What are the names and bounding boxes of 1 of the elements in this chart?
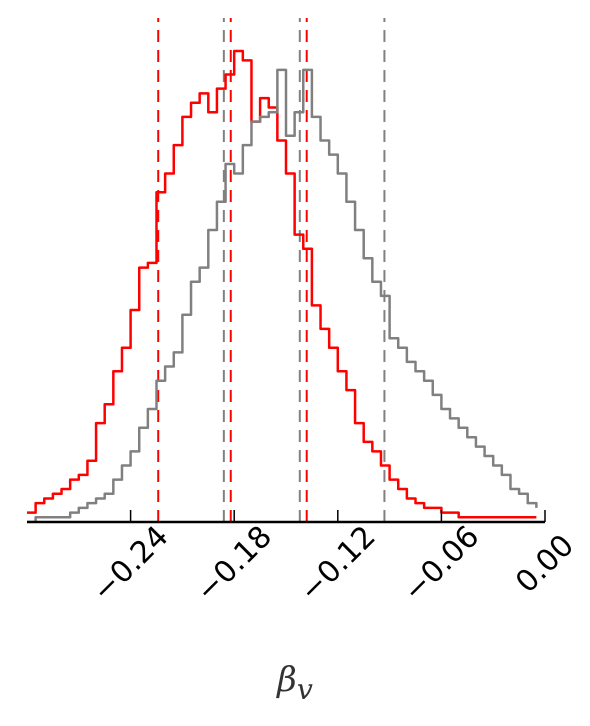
x-axis-title: β$_{v}$	[275, 660, 314, 706]
